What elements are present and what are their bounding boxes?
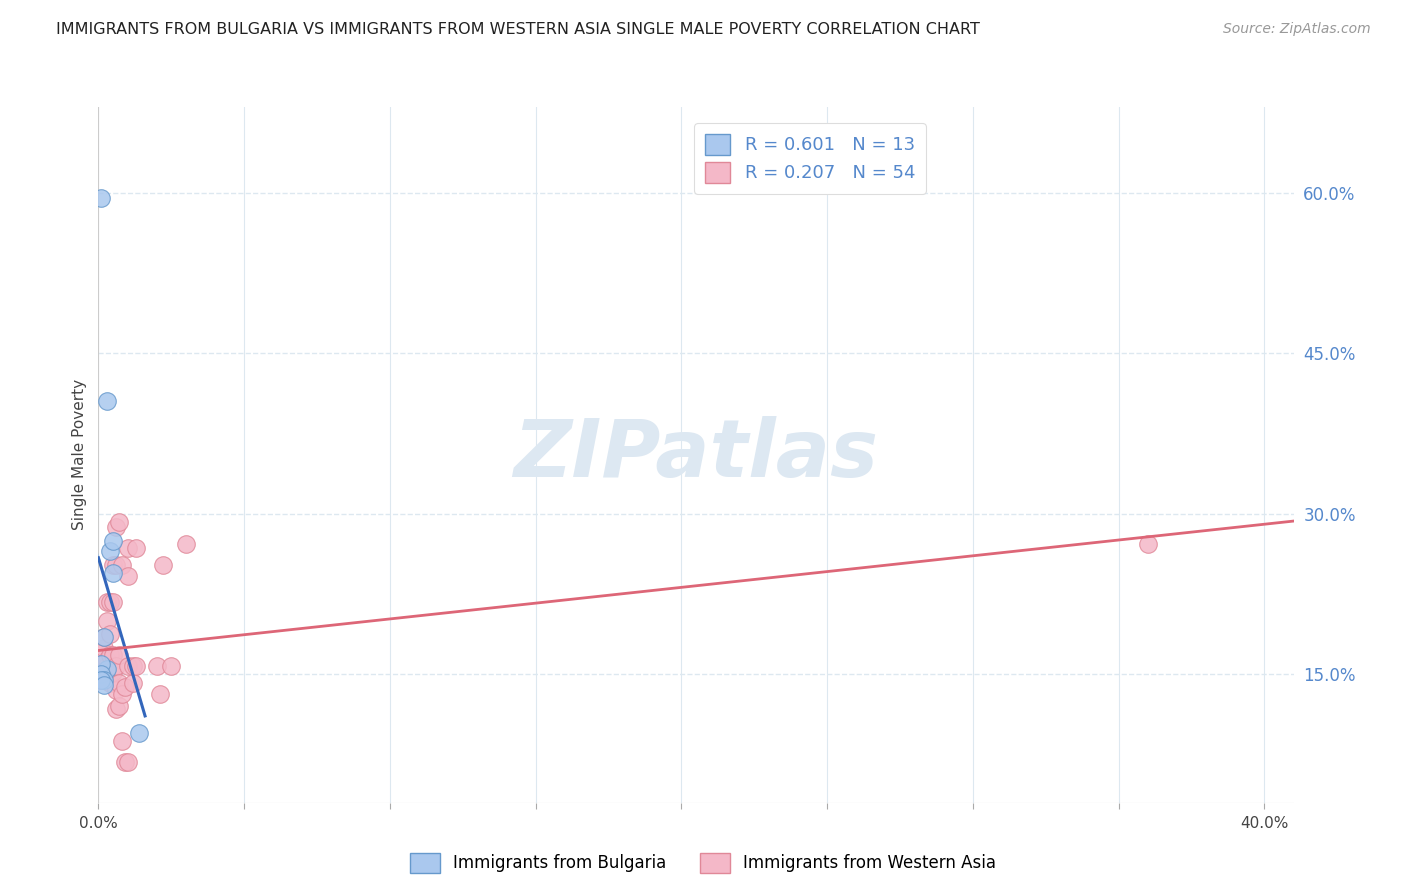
Point xyxy=(104,558,127,573)
Point xyxy=(122,676,145,690)
Point xyxy=(96,594,118,608)
Point xyxy=(96,653,118,667)
Point xyxy=(98,626,121,640)
Point xyxy=(93,630,115,644)
Point xyxy=(93,669,115,683)
Point xyxy=(104,701,127,715)
Point xyxy=(96,658,118,673)
Point xyxy=(145,658,167,673)
Text: Source: ZipAtlas.com: Source: ZipAtlas.com xyxy=(1223,22,1371,37)
Text: 40.0%: 40.0% xyxy=(1240,815,1288,830)
Point xyxy=(108,648,131,662)
Point xyxy=(1136,537,1159,551)
Point xyxy=(90,657,112,671)
Point xyxy=(90,667,112,681)
Point xyxy=(128,726,150,740)
Point xyxy=(111,733,134,747)
Point xyxy=(96,614,118,628)
Point xyxy=(101,648,124,662)
Point xyxy=(98,594,121,608)
Point xyxy=(93,678,115,692)
Point xyxy=(98,676,121,690)
Legend: R = 0.601   N = 13, R = 0.207   N = 54: R = 0.601 N = 13, R = 0.207 N = 54 xyxy=(695,123,927,194)
Point xyxy=(117,569,139,583)
Point xyxy=(90,667,112,681)
Point xyxy=(149,687,172,701)
Point xyxy=(108,516,131,530)
Point xyxy=(104,658,127,673)
Legend: Immigrants from Bulgaria, Immigrants from Western Asia: Immigrants from Bulgaria, Immigrants fro… xyxy=(404,847,1002,880)
Point xyxy=(108,699,131,714)
Y-axis label: Single Male Poverty: Single Male Poverty xyxy=(72,379,87,531)
Point xyxy=(125,658,148,673)
Point xyxy=(93,651,115,665)
Point xyxy=(101,594,124,608)
Point xyxy=(117,541,139,555)
Point xyxy=(93,640,115,655)
Point xyxy=(111,687,134,701)
Point xyxy=(93,665,115,680)
Point xyxy=(93,673,115,687)
Point xyxy=(114,755,136,769)
Point xyxy=(90,673,112,687)
Text: IMMIGRANTS FROM BULGARIA VS IMMIGRANTS FROM WESTERN ASIA SINGLE MALE POVERTY COR: IMMIGRANTS FROM BULGARIA VS IMMIGRANTS F… xyxy=(56,22,980,37)
Point xyxy=(96,669,118,683)
Point xyxy=(90,657,112,671)
Point xyxy=(125,541,148,555)
Point xyxy=(152,558,174,573)
Point xyxy=(101,533,124,548)
Point xyxy=(93,658,115,673)
Text: 0.0%: 0.0% xyxy=(79,815,118,830)
Point xyxy=(90,662,112,676)
Point xyxy=(90,646,112,660)
Point xyxy=(174,537,197,551)
Point xyxy=(90,191,112,205)
Point xyxy=(117,658,139,673)
Point xyxy=(117,755,139,769)
Point xyxy=(111,558,134,573)
Point xyxy=(93,630,115,644)
Point xyxy=(96,394,118,409)
Point xyxy=(96,662,118,676)
Point xyxy=(98,648,121,662)
Point xyxy=(114,680,136,694)
Point xyxy=(101,566,124,580)
Point xyxy=(122,658,145,673)
Point xyxy=(101,558,124,573)
Point xyxy=(104,519,127,533)
Point xyxy=(98,665,121,680)
Point xyxy=(90,673,112,687)
Point xyxy=(101,665,124,680)
Point xyxy=(98,544,121,558)
Point xyxy=(108,676,131,690)
Point xyxy=(101,658,124,673)
Text: ZIPatlas: ZIPatlas xyxy=(513,416,879,494)
Point xyxy=(104,683,127,698)
Point xyxy=(160,658,183,673)
